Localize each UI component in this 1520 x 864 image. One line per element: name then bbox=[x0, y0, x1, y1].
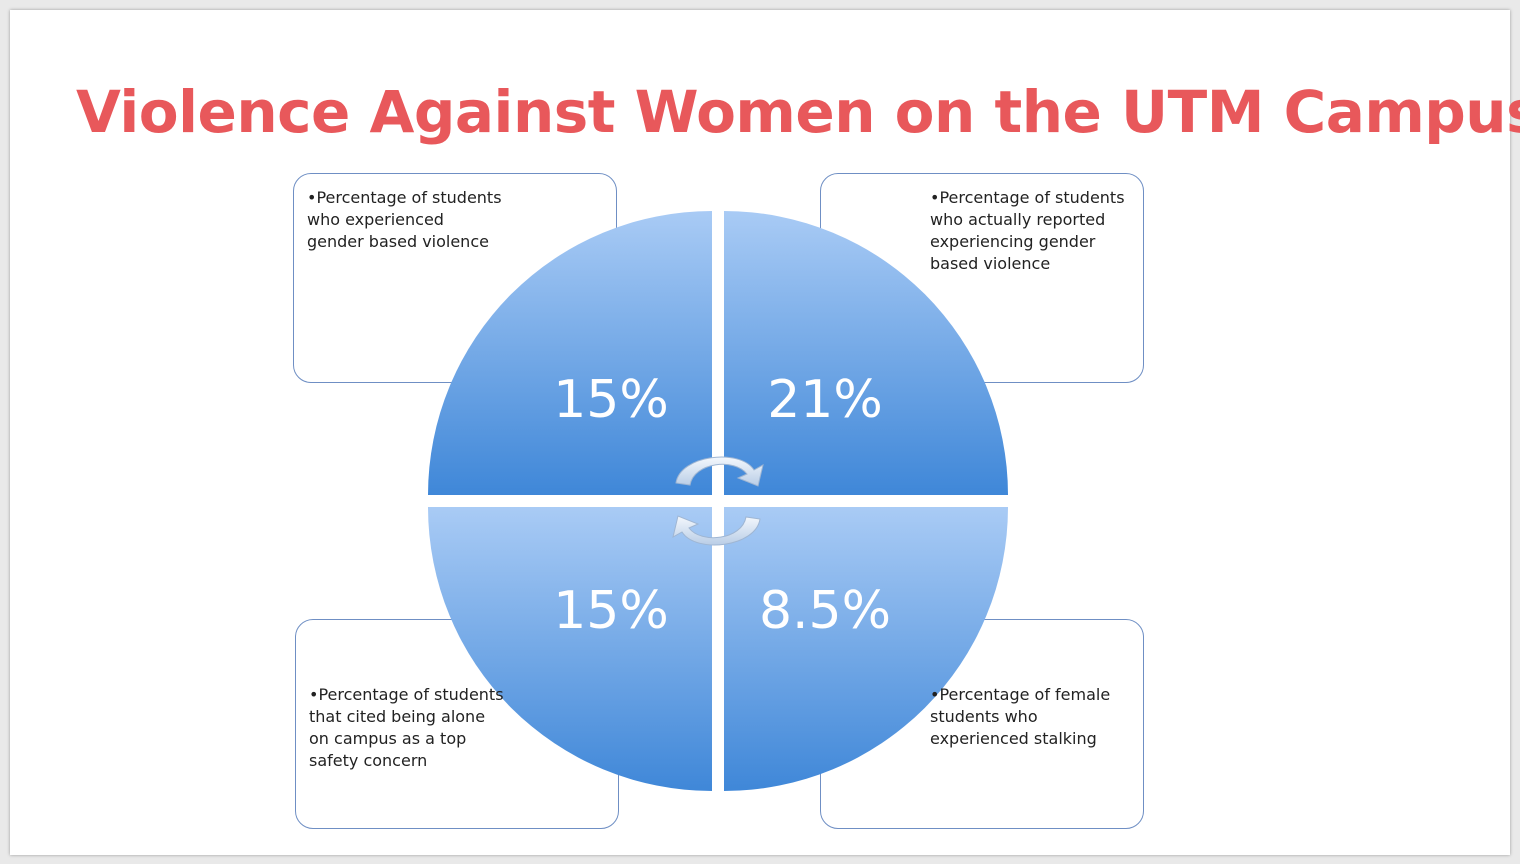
description-text-top-left: •Percentage of students who experienced … bbox=[307, 188, 502, 251]
quadrant-value-bottom-left: 15% bbox=[553, 581, 669, 641]
cycle-arrow-top-icon bbox=[675, 456, 764, 487]
description-text-bottom-left: •Percentage of students that cited being… bbox=[309, 685, 504, 770]
quadrant-value-bottom-right: 8.5% bbox=[759, 581, 891, 641]
description-text-top-right: •Percentage of students who actually rep… bbox=[930, 188, 1125, 273]
quadrant-bottom-right bbox=[724, 507, 1008, 791]
quadrant-value-top-left: 15% bbox=[553, 370, 669, 430]
quadrant-top-right bbox=[724, 211, 1008, 495]
cycle-arrow-bottom-icon bbox=[672, 515, 761, 546]
quadrant-bottom-left bbox=[428, 507, 712, 791]
quadrant-value-top-right: 21% bbox=[767, 370, 883, 430]
slide-title: Violence Against Women on the UTM Campus bbox=[76, 78, 1520, 146]
quadrant-top-left bbox=[428, 211, 712, 495]
description-text-bottom-right: •Percentage of female students who exper… bbox=[930, 685, 1111, 748]
